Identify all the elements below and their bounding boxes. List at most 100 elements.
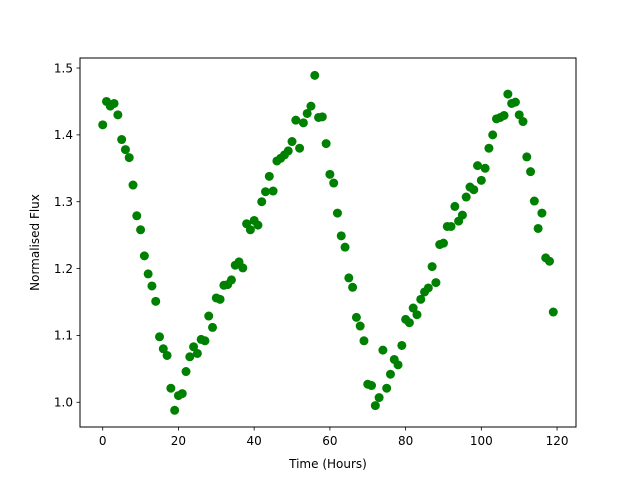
data-point xyxy=(226,275,236,285)
data-point xyxy=(132,211,142,221)
data-point xyxy=(412,310,422,320)
data-point xyxy=(200,336,210,346)
data-point xyxy=(287,137,297,147)
x-tick-label: 60 xyxy=(322,434,337,448)
data-point xyxy=(518,117,528,127)
data-point xyxy=(450,201,460,211)
x-tick-label: 120 xyxy=(546,434,569,448)
data-point xyxy=(427,262,437,272)
data-point xyxy=(397,340,407,350)
data-point xyxy=(476,175,486,185)
x-axis-ticks: 0 20 40 60 80 100 120 xyxy=(99,427,569,448)
data-point xyxy=(162,350,172,360)
data-point xyxy=(117,135,127,145)
y-tick-label: 1.0 xyxy=(54,396,73,410)
data-point xyxy=(484,143,494,153)
data-point xyxy=(302,108,312,118)
data-point xyxy=(98,120,108,130)
data-point xyxy=(488,130,498,140)
data-point xyxy=(503,89,513,99)
y-tick-label: 1.4 xyxy=(54,128,73,142)
data-point xyxy=(548,307,558,317)
data-point xyxy=(385,369,395,379)
data-point xyxy=(215,294,225,304)
data-point xyxy=(204,311,214,321)
data-point xyxy=(124,153,134,163)
data-point xyxy=(374,393,384,403)
data-point xyxy=(181,367,191,377)
data-points xyxy=(98,70,558,415)
data-point xyxy=(499,110,509,120)
x-tick-label: 20 xyxy=(171,434,186,448)
y-axis-ticks: 1.0 1.1 1.2 1.3 1.4 1.5 xyxy=(54,61,80,410)
data-point xyxy=(257,197,267,207)
y-axis-label: Normalised Flux xyxy=(28,194,42,291)
x-tick-label: 0 xyxy=(99,434,107,448)
data-point xyxy=(298,118,308,128)
y-tick-label: 1.3 xyxy=(54,195,73,209)
data-point xyxy=(317,112,327,122)
data-point xyxy=(393,360,403,370)
plot-area-frame xyxy=(79,57,577,428)
data-point xyxy=(344,273,354,283)
x-tick-label: 100 xyxy=(470,434,493,448)
data-point xyxy=(283,146,293,156)
data-point xyxy=(325,169,335,179)
data-point xyxy=(143,269,153,279)
data-point xyxy=(109,98,119,108)
data-point xyxy=(261,187,271,197)
data-point xyxy=(177,389,187,399)
data-point xyxy=(510,97,520,107)
y-tick-label: 1.5 xyxy=(54,61,73,75)
data-point xyxy=(416,294,426,304)
data-point xyxy=(408,303,418,313)
data-point xyxy=(367,381,377,391)
data-point xyxy=(113,110,123,120)
data-point xyxy=(533,223,543,233)
data-point xyxy=(332,208,342,218)
data-point xyxy=(253,220,263,230)
data-point xyxy=(268,186,278,196)
data-point xyxy=(431,278,441,288)
x-axis-label: Time (Hours) xyxy=(288,457,367,471)
data-point xyxy=(529,196,539,206)
data-point xyxy=(355,321,365,331)
data-point xyxy=(128,180,138,190)
data-point xyxy=(185,352,195,362)
data-point xyxy=(189,342,199,352)
data-point xyxy=(514,110,524,120)
data-point xyxy=(545,256,554,266)
data-point xyxy=(537,208,547,218)
data-point xyxy=(404,318,414,328)
data-point xyxy=(158,344,168,354)
data-point xyxy=(457,210,467,220)
data-point xyxy=(245,225,255,235)
data-point xyxy=(329,178,339,188)
data-point xyxy=(461,192,471,202)
data-point xyxy=(295,143,305,153)
data-point xyxy=(166,383,176,393)
data-point xyxy=(526,167,536,177)
data-point xyxy=(155,332,165,342)
data-point xyxy=(446,221,456,231)
data-point xyxy=(170,405,180,415)
data-point xyxy=(139,251,149,261)
data-point xyxy=(147,281,157,291)
data-point xyxy=(382,383,392,393)
y-tick-label: 1.1 xyxy=(54,329,73,343)
data-point xyxy=(291,115,301,125)
data-point xyxy=(348,282,358,292)
data-point xyxy=(340,242,350,252)
data-point xyxy=(469,185,479,195)
data-point xyxy=(321,139,331,149)
data-point xyxy=(238,263,248,273)
data-point xyxy=(336,231,346,241)
data-point xyxy=(351,312,361,322)
data-point xyxy=(192,348,202,358)
data-point xyxy=(208,322,218,332)
data-point xyxy=(473,161,483,171)
x-tick-label: 80 xyxy=(398,434,413,448)
data-point xyxy=(378,345,388,355)
data-point xyxy=(480,163,490,173)
